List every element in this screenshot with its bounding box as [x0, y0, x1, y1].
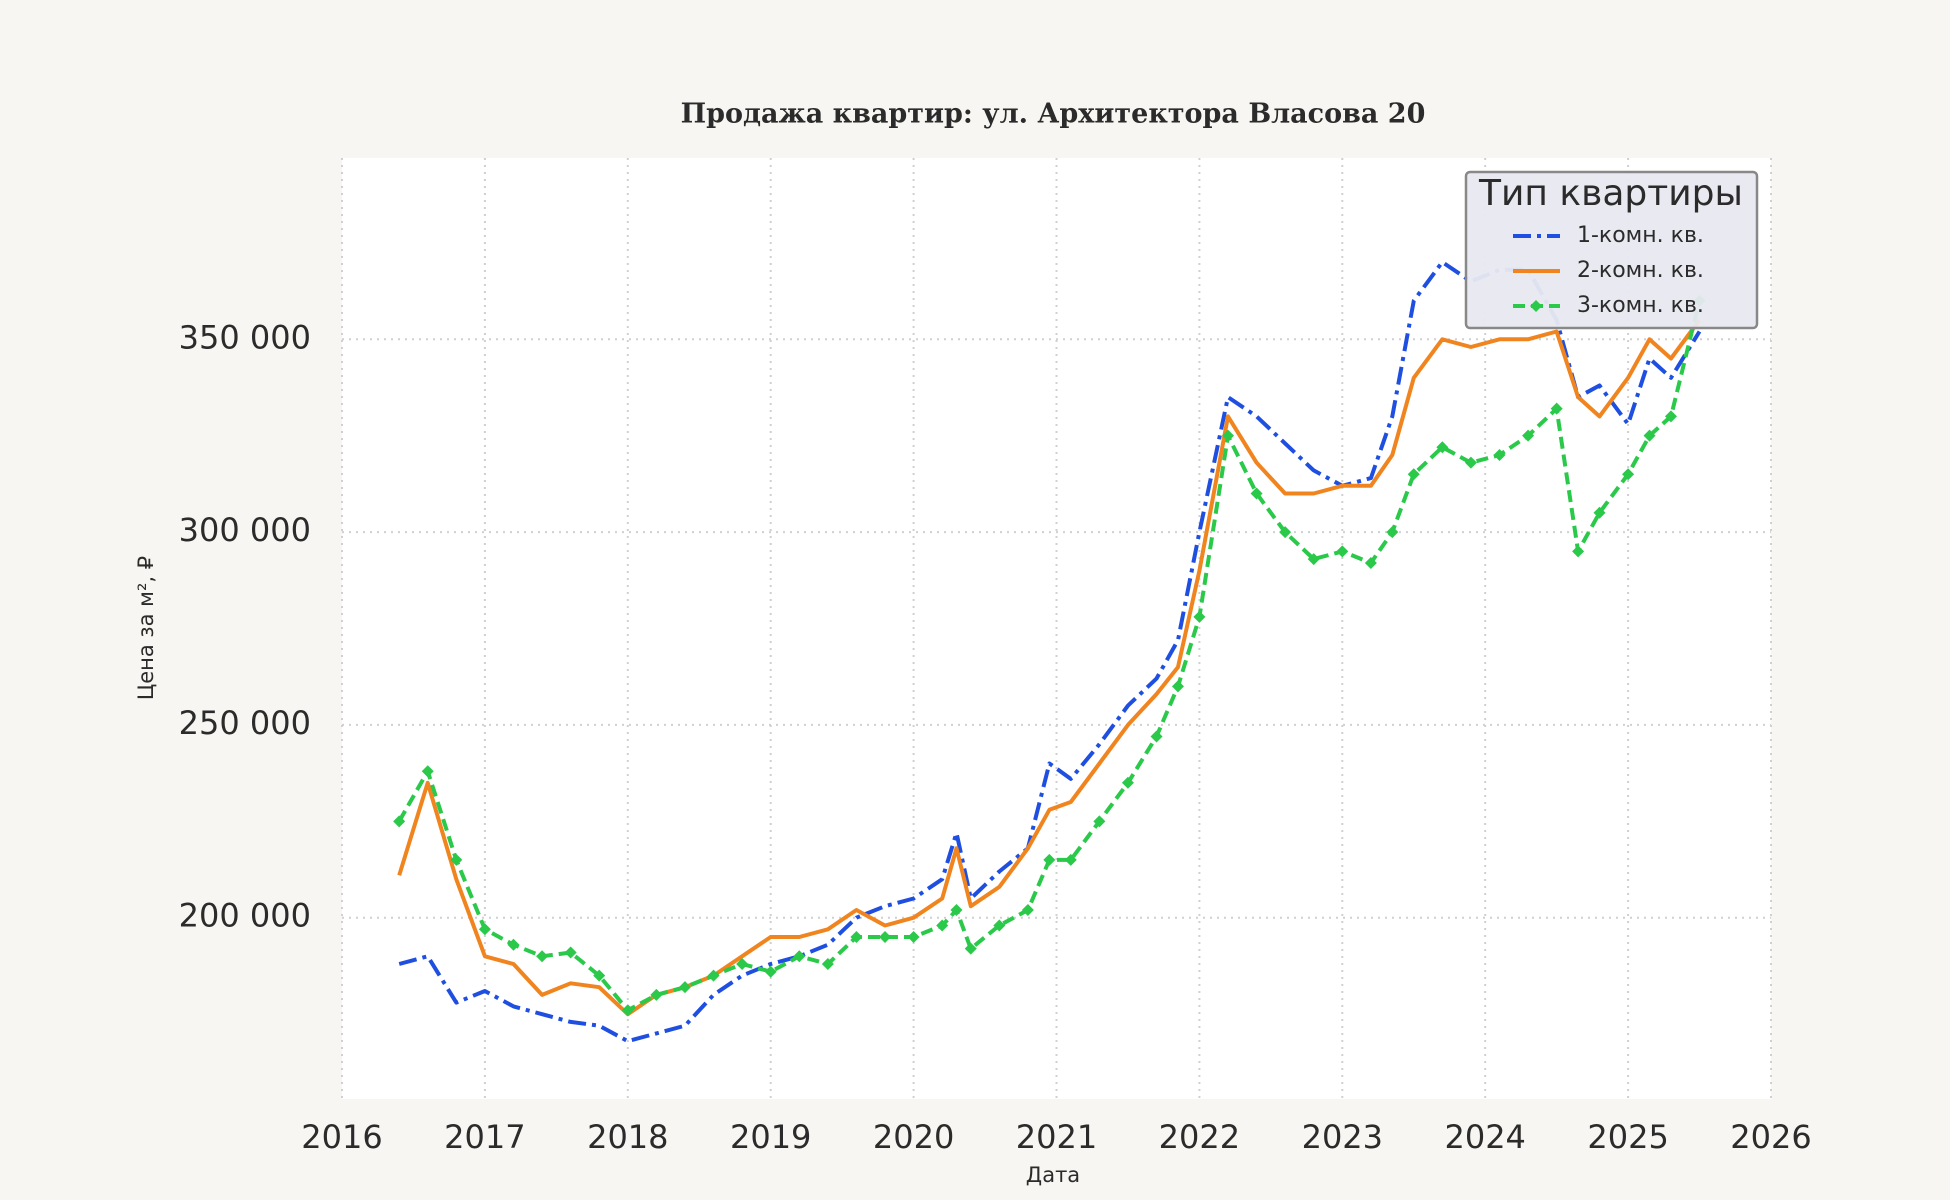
x-tick-label: 2024 — [1444, 1118, 1525, 1156]
x-tick-label: 2020 — [873, 1118, 954, 1156]
marker — [1364, 556, 1377, 569]
marker — [736, 958, 749, 971]
marker — [707, 969, 720, 982]
legend-label: 3-комн. кв. — [1577, 293, 1704, 318]
marker — [593, 969, 606, 982]
y-tick-label: 250 000 — [179, 704, 311, 742]
marker — [650, 988, 663, 1001]
x-tick-label: 2019 — [730, 1118, 811, 1156]
marker — [478, 923, 491, 936]
marker — [1171, 680, 1184, 693]
chart-title: Продажа квартир: ул. Архитектора Власова… — [681, 99, 1426, 130]
marker — [1150, 730, 1163, 743]
marker — [764, 965, 777, 978]
marker — [1550, 402, 1563, 415]
marker — [850, 931, 863, 944]
marker — [564, 946, 577, 959]
marker — [793, 950, 806, 963]
series-line — [398, 260, 1702, 1044]
legend-label: 2-комн. кв. — [1577, 258, 1704, 283]
marker — [1464, 456, 1477, 469]
y-tick-label: 300 000 — [179, 511, 311, 549]
marker — [1307, 553, 1320, 566]
marker — [1093, 815, 1106, 828]
x-tick-label: 2026 — [1730, 1118, 1811, 1156]
y-tick-label: 350 000 — [179, 318, 311, 356]
marker — [1643, 429, 1656, 442]
y-tick-label: 200 000 — [179, 897, 311, 935]
x-tick-label: 2025 — [1587, 1118, 1668, 1156]
marker — [1622, 468, 1635, 481]
grid — [341, 158, 1772, 1099]
marker — [993, 919, 1006, 932]
marker — [507, 938, 520, 951]
marker — [821, 958, 834, 971]
x-tick-label: 2016 — [301, 1118, 382, 1156]
marker — [1436, 441, 1449, 454]
marker — [1407, 468, 1420, 481]
x-tick-label: 2021 — [1016, 1118, 1097, 1156]
x-axis-label: Дата — [1026, 1163, 1080, 1187]
x-tick-label: 2022 — [1159, 1118, 1240, 1156]
marker — [936, 919, 949, 932]
marker — [1043, 853, 1056, 866]
marker — [393, 815, 406, 828]
marker — [1530, 300, 1542, 312]
marker — [1522, 429, 1535, 442]
marker — [1386, 526, 1399, 539]
marker — [621, 1004, 634, 1017]
marker — [1021, 904, 1034, 917]
marker — [1279, 526, 1292, 539]
marker — [879, 931, 892, 944]
marker — [1572, 545, 1585, 558]
marker — [964, 942, 977, 955]
marker — [1593, 506, 1606, 519]
x-tick-label: 2017 — [444, 1118, 525, 1156]
marker — [950, 904, 963, 917]
marker — [421, 765, 434, 778]
marker — [450, 853, 463, 866]
marker — [1121, 776, 1134, 789]
y-axis-label: Цена за м², ₽ — [134, 556, 158, 700]
marker — [907, 931, 920, 944]
marker — [1193, 610, 1206, 623]
legend-box — [1464, 170, 1759, 330]
marker — [1664, 410, 1677, 423]
x-tick-label: 2018 — [587, 1118, 668, 1156]
x-tick-label: 2023 — [1302, 1118, 1383, 1156]
marker — [1336, 545, 1349, 558]
marker — [1221, 429, 1234, 442]
legend-title: Тип квартиры — [1478, 173, 1743, 214]
marker — [1493, 448, 1506, 461]
marker — [678, 981, 691, 994]
marker — [1250, 487, 1263, 500]
marker — [1064, 853, 1077, 866]
legend-label: 1-комн. кв. — [1577, 223, 1704, 248]
marker — [536, 950, 549, 963]
series-line — [397, 300, 1702, 1013]
legend: Тип квартиры 1-комн. кв. 2-комн. кв. 3-ком… — [1464, 170, 1759, 330]
